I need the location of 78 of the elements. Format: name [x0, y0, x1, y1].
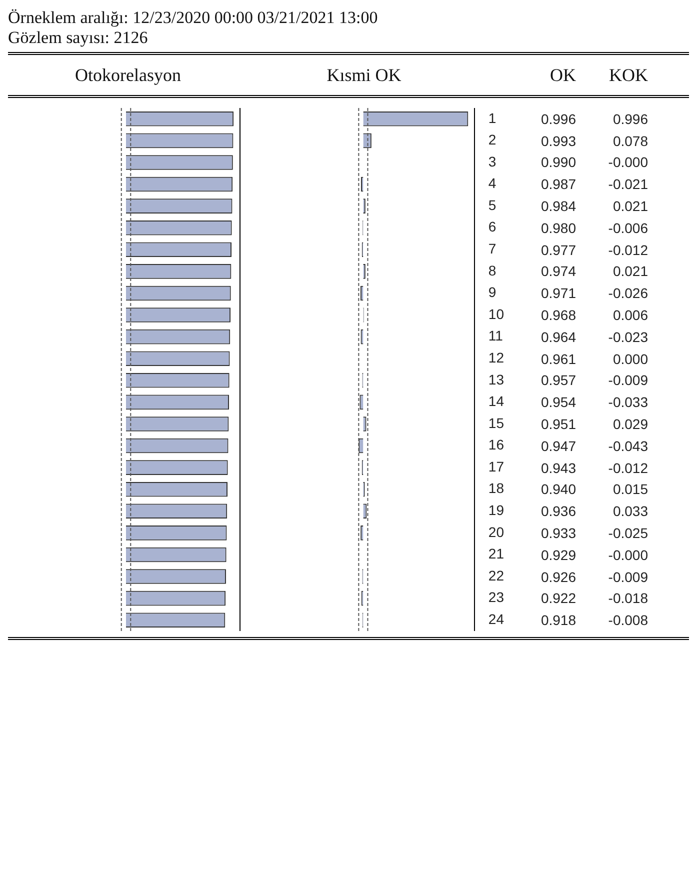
data-label: -0.023 — [607, 328, 649, 346]
data-label: 0.974 — [540, 262, 577, 280]
series-label: Kısmi OK — [326, 64, 402, 86]
text: OK — [549, 64, 577, 86]
data-label: -0.018 — [607, 589, 649, 608]
y-tick-label: 10 — [488, 306, 504, 322]
data-label: 0.021 — [612, 262, 649, 280]
data-label: -0.043 — [607, 436, 649, 455]
data-label: 0.936 — [540, 502, 577, 520]
y-tick-label: 24 — [488, 610, 504, 627]
chart-subtitle: Gözlem sayısı: 2126 — [8, 28, 149, 48]
data-label: 0.947 — [540, 436, 577, 455]
data-label: -0.000 — [607, 546, 649, 564]
y-tick-label: 5 — [488, 196, 496, 213]
data-label: -0.012 — [607, 458, 649, 477]
y-tick-label: 23 — [488, 589, 504, 606]
data-label: 0.000 — [612, 350, 649, 368]
data-label: -0.006 — [607, 218, 649, 237]
data-label: -0.000 — [607, 153, 649, 172]
data-label: 0.029 — [612, 414, 649, 433]
y-tick-label: 9 — [488, 284, 496, 300]
data-label: 0.968 — [540, 306, 577, 324]
data-label: 0.951 — [540, 414, 577, 433]
y-tick-label: 3 — [488, 153, 496, 170]
data-label: 0.940 — [540, 480, 577, 498]
y-tick-label: 4 — [488, 175, 496, 192]
data-label: -0.025 — [607, 524, 649, 542]
data-label: 0.006 — [612, 306, 649, 324]
data-label: 0.926 — [540, 568, 577, 586]
data-label: 0.990 — [540, 153, 577, 172]
data-label: 0.993 — [540, 132, 577, 150]
data-label: 0.961 — [540, 350, 577, 368]
y-tick-label: 16 — [488, 436, 504, 453]
y-tick-label: 13 — [488, 371, 504, 388]
chart-title: Örneklem aralığı: 12/23/2020 00:00 03/21/2021 13:00 — [8, 8, 379, 28]
data-label: 0.918 — [540, 611, 577, 630]
y-tick-label: 11 — [488, 328, 504, 344]
data-label: 0.015 — [612, 480, 649, 498]
y-tick-label: 12 — [488, 349, 504, 366]
text: KOK — [608, 64, 649, 86]
y-tick-label: 7 — [488, 240, 496, 257]
data-label: 0.964 — [540, 328, 577, 346]
data-label: 0.021 — [612, 197, 649, 216]
data-label: 0.033 — [612, 502, 649, 520]
data-label: 0.078 — [612, 132, 649, 150]
y-tick-label: 8 — [488, 262, 496, 278]
y-tick-label: 15 — [488, 414, 504, 431]
data-label: -0.008 — [607, 611, 649, 630]
data-label: 0.996 — [612, 110, 649, 128]
data-label: 0.971 — [540, 284, 577, 302]
y-tick-label: 14 — [488, 393, 504, 410]
y-tick-label: 20 — [488, 524, 504, 540]
y-tick-label: 2 — [488, 132, 496, 148]
data-label: 0.929 — [540, 546, 577, 564]
data-label: 0.954 — [540, 393, 577, 412]
data-label: -0.009 — [607, 371, 649, 390]
data-label: 0.987 — [540, 175, 577, 194]
data-label: 0.957 — [540, 371, 577, 390]
y-tick-label: 19 — [488, 502, 504, 518]
y-tick-label: 1 — [488, 110, 496, 126]
data-label: 0.984 — [540, 197, 577, 216]
y-tick-label: 6 — [488, 218, 496, 235]
data-label: -0.021 — [607, 175, 649, 194]
data-label: 0.996 — [540, 110, 577, 128]
data-label: -0.009 — [607, 568, 649, 586]
data-label: 0.943 — [540, 458, 577, 477]
y-tick-label: 22 — [488, 567, 504, 584]
data-label: 0.980 — [540, 218, 577, 237]
data-label: -0.033 — [607, 393, 649, 412]
data-label: -0.012 — [607, 240, 649, 259]
data-label: 0.933 — [540, 524, 577, 542]
data-label: 0.922 — [540, 589, 577, 608]
y-tick-label: 17 — [488, 458, 504, 474]
y-tick-label: 21 — [488, 546, 504, 562]
series-label: Otokorelasyon — [74, 64, 182, 86]
y-tick-label: 18 — [488, 480, 504, 496]
data-label: -0.026 — [607, 284, 649, 302]
data-label: 0.977 — [540, 240, 577, 259]
